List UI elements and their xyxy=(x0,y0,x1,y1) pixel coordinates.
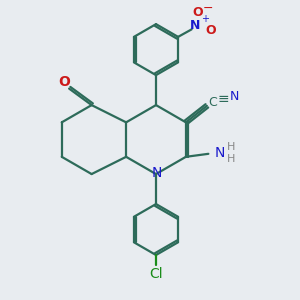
Text: O: O xyxy=(206,24,216,38)
Text: O: O xyxy=(58,75,70,89)
Text: −: − xyxy=(203,2,213,15)
Text: ≡: ≡ xyxy=(218,92,229,106)
Text: N: N xyxy=(214,146,225,160)
Text: H: H xyxy=(227,154,236,164)
Text: N: N xyxy=(152,166,162,180)
Text: Cl: Cl xyxy=(149,267,163,281)
Text: C: C xyxy=(208,96,217,109)
Text: N: N xyxy=(190,19,201,32)
Text: +: + xyxy=(201,14,209,25)
Text: H: H xyxy=(227,142,236,152)
Text: N: N xyxy=(230,90,239,103)
Text: O: O xyxy=(193,6,203,19)
